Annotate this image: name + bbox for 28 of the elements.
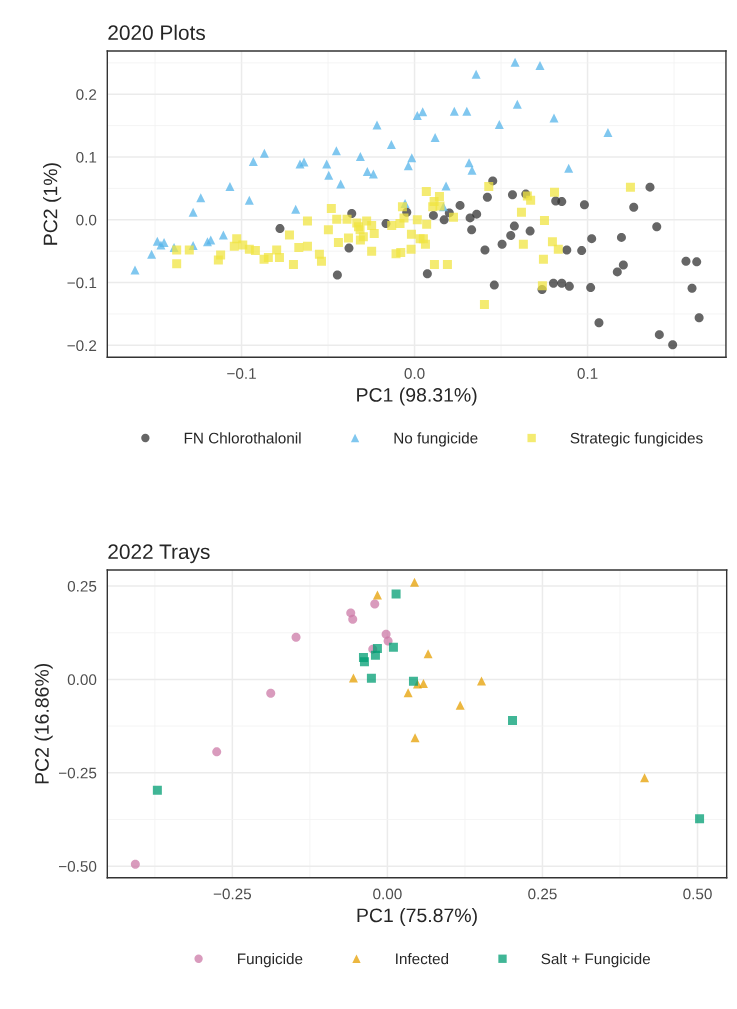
legend-label: Salt + Fungicide bbox=[541, 953, 651, 968]
y-tick-label: −0.1 bbox=[67, 277, 97, 289]
chart-title: 2020 Plots bbox=[108, 24, 205, 41]
y-tick-label: −0.50 bbox=[58, 861, 97, 872]
x-tick-label: 0.1 bbox=[577, 368, 598, 379]
x-tick-label: −0.1 bbox=[227, 368, 256, 379]
x-tick-label: 0.0 bbox=[404, 368, 425, 379]
x-tick-label: 0.00 bbox=[373, 888, 402, 900]
y-tick-label: −0.25 bbox=[58, 767, 97, 779]
legend-label: FN Chlorothalonil bbox=[184, 432, 301, 444]
x-tick-label: 0.25 bbox=[528, 888, 557, 900]
x-tick-label: 0.50 bbox=[683, 888, 712, 900]
y-tick-label: 0.25 bbox=[67, 580, 97, 592]
x-tick-label: −0.25 bbox=[213, 888, 252, 900]
legend-label: Fungicide bbox=[238, 953, 303, 968]
legend-label: Strategic fungicides bbox=[570, 432, 703, 447]
y-tick-label: −0.2 bbox=[67, 340, 97, 352]
chart-title: 2022 Trays bbox=[108, 544, 210, 564]
legend-label: No fungicide bbox=[394, 432, 478, 447]
x-axis-title: PC1 (75.87%) bbox=[357, 907, 477, 927]
x-axis-title: PC1 (98.31%) bbox=[357, 387, 477, 406]
y-tick-label: 0.1 bbox=[76, 151, 97, 163]
y-axis-title: PC2 (16.86%) bbox=[34, 664, 53, 784]
y-tick-label: 0.00 bbox=[67, 674, 97, 686]
y-tick-label: 0.2 bbox=[76, 89, 97, 100]
y-tick-label: 0.0 bbox=[76, 214, 97, 226]
y-axis-title: PC2 (1%) bbox=[43, 163, 62, 245]
legend-label: Infected bbox=[396, 953, 449, 965]
